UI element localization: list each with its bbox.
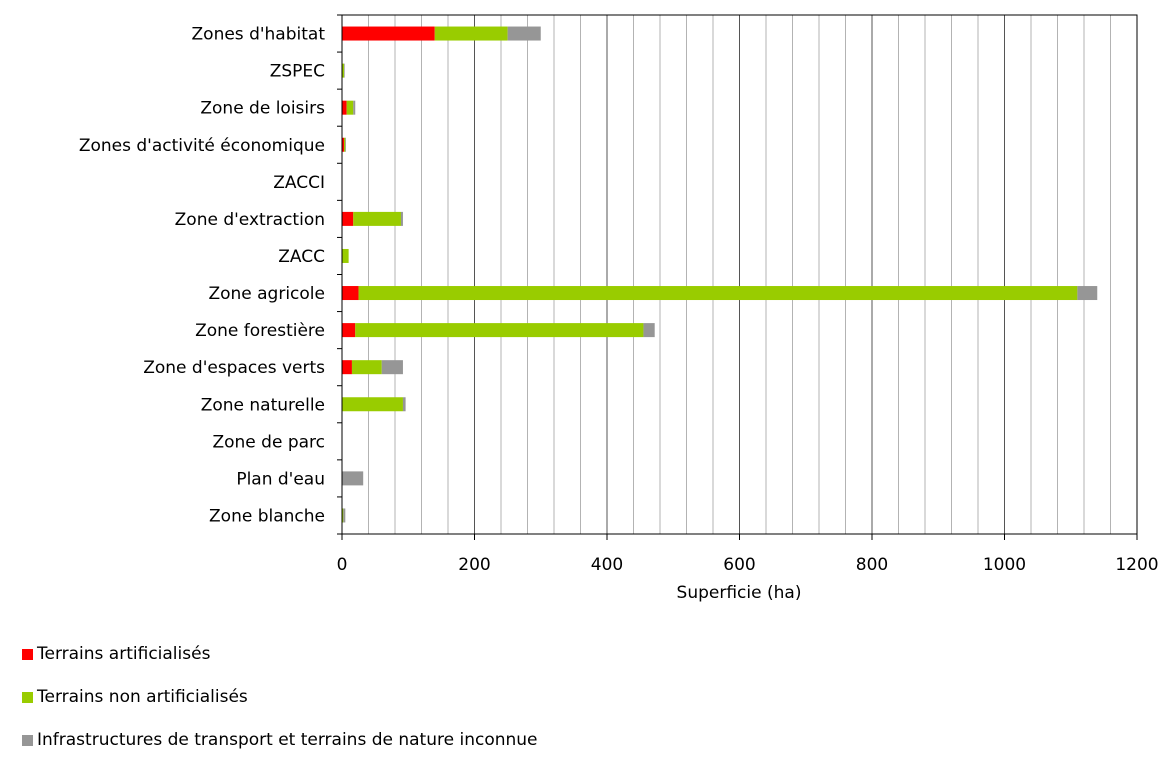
- x-tick-label: 1000: [983, 555, 1026, 575]
- bar-segment: [358, 286, 1078, 301]
- bar-segment: [345, 137, 346, 152]
- bar-segment: [507, 26, 541, 41]
- bar-segment: [1077, 286, 1098, 301]
- bar-segment: [381, 360, 403, 375]
- bar-segment: [342, 100, 347, 115]
- bar-segment: [351, 360, 382, 375]
- bar-segment: [643, 323, 655, 338]
- bar-segment: [342, 397, 403, 412]
- bar-segment: [342, 63, 344, 78]
- bar-segment: [342, 248, 349, 263]
- bar-segment: [342, 137, 344, 152]
- x-axis-title: Superficie (ha): [677, 583, 802, 603]
- bar-segment: [343, 508, 346, 523]
- y-tick-label: Plan d'eau: [236, 469, 325, 489]
- bar-segment: [342, 211, 354, 226]
- bars: [342, 26, 1098, 523]
- x-tick-label: 0: [337, 555, 348, 575]
- bar-segment: [342, 323, 356, 338]
- y-tick-label: Zones d'activité économique: [79, 136, 325, 156]
- y-tick-label: Zone d'extraction: [175, 210, 325, 230]
- y-tick-label: Zone blanche: [209, 506, 325, 526]
- bar-segment: [342, 360, 352, 375]
- bar-segment: [353, 100, 356, 115]
- tick-labels: Zones d'habitat ZSPEC Zone de loisirs Zones…: [79, 25, 1159, 575]
- legend-swatch: [22, 648, 33, 660]
- x-tick-label: 600: [723, 555, 755, 575]
- bar-segment: [342, 286, 359, 301]
- y-tick-label: Zone forestière: [195, 321, 325, 341]
- bar-segment: [353, 211, 401, 226]
- bar-segment: [342, 471, 364, 486]
- bar-segment: [400, 211, 403, 226]
- x-tick-label: 1200: [1115, 555, 1158, 575]
- y-tick-label: Zones d'habitat: [192, 25, 326, 45]
- y-tick-label: Zone naturelle: [201, 395, 325, 415]
- bar-segment: [343, 137, 346, 152]
- bar-segment: [434, 26, 508, 41]
- legend-swatch: [22, 691, 33, 703]
- bar-segment: [343, 63, 345, 78]
- legend-label: Infrastructures de transport et terrains…: [37, 730, 538, 750]
- grid-lines: [368, 15, 1138, 534]
- y-tick-label: ZACC: [278, 247, 325, 267]
- legend-item: Terrains non artificialisés: [22, 685, 248, 709]
- y-tick-label: Zone d'espaces verts: [143, 358, 325, 378]
- legend-label: Terrains artificialisés: [37, 644, 211, 664]
- bar-segment: [402, 397, 406, 412]
- y-tick-label: ZSPEC: [270, 62, 325, 82]
- x-tick-label: 400: [591, 555, 623, 575]
- legend-item: Infrastructures de transport et terrains…: [22, 728, 538, 752]
- legend-swatch: [22, 734, 33, 746]
- x-tick-label: 200: [458, 555, 490, 575]
- y-tick-label: Zone agricole: [208, 284, 325, 304]
- axes: [337, 14, 1138, 540]
- bar-segment: [342, 26, 435, 41]
- legend-item: Terrains artificialisés: [22, 642, 210, 666]
- legend-label: Terrains non artificialisés: [37, 687, 248, 707]
- y-tick-label: Zone de loisirs: [200, 99, 325, 119]
- bar-segment: [342, 508, 344, 523]
- y-tick-label: Zone de parc: [212, 432, 325, 452]
- bar-segment: [346, 100, 354, 115]
- y-tick-label: ZACCI: [273, 173, 325, 193]
- x-tick-label: 800: [856, 555, 888, 575]
- bar-segment: [355, 323, 644, 338]
- chart: Zones d'habitat ZSPEC Zone de loisirs Zones…: [79, 14, 1159, 603]
